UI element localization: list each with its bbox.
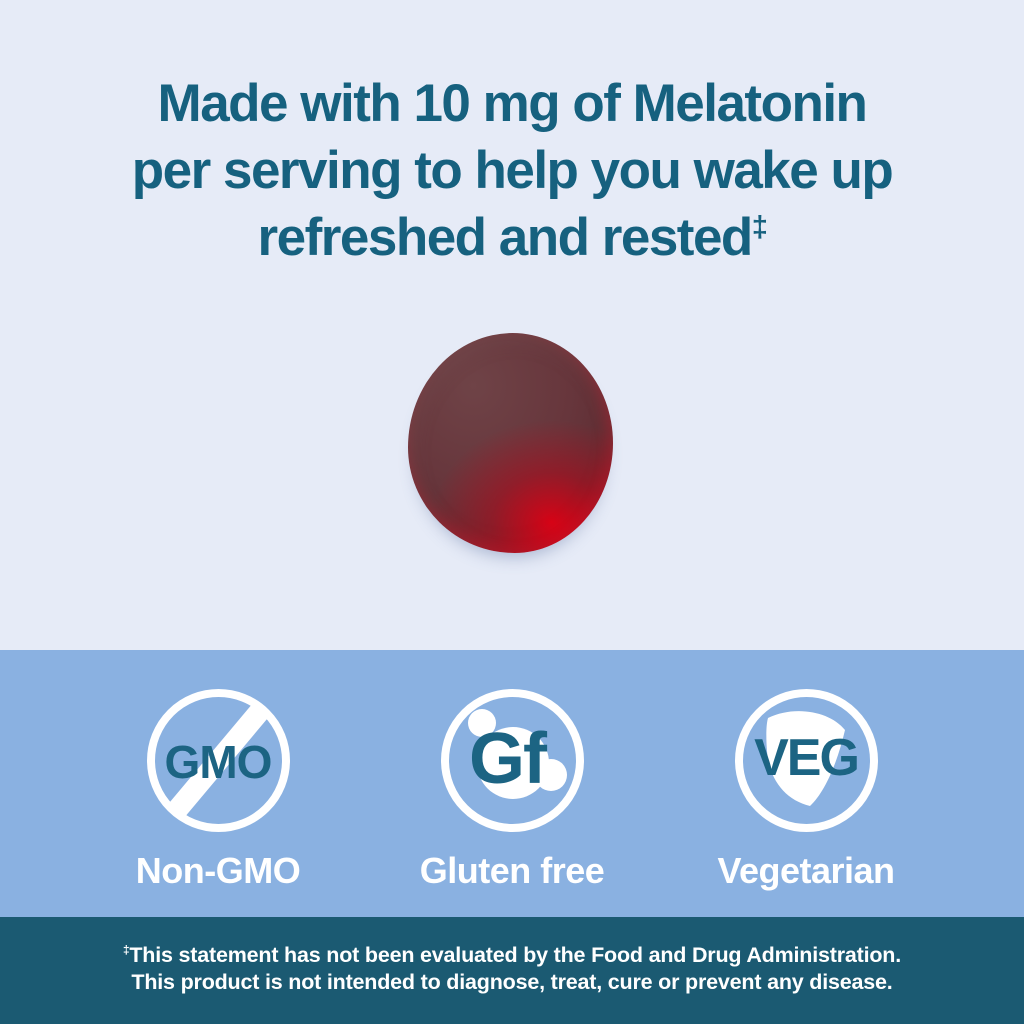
headline-line-3: refreshed and rested‡: [0, 204, 1024, 271]
disclaimer-line-1: ‡This statement has not been evaluated b…: [0, 942, 1024, 969]
headline-line-1: Made with 10 mg of Melatonin: [157, 74, 868, 133]
badge-caption-gluten-free: Gluten free: [419, 850, 605, 891]
disclaimer-line-1-text: This statement has not been evaluated by…: [129, 943, 901, 967]
gmo-crossed-circle-icon: GMO: [146, 688, 291, 833]
disclaimer-line-2: This product is not intended to diagnose…: [131, 969, 893, 994]
badge-caption-non-gmo: Non-GMO: [135, 850, 301, 891]
badges-section: GMO Non-GMO Gf Gluten free: [0, 650, 1024, 917]
badge-caption-vegetarian: Vegetarian: [717, 850, 895, 891]
badge-gluten-free: Gf Gluten free: [387, 688, 637, 917]
headline-line-3-text: refreshed and rested: [257, 208, 753, 267]
badge-vegetarian: VEG Vegetarian: [681, 688, 931, 917]
disclaimer-footnote-marker: ‡: [122, 942, 130, 957]
gluten-free-dough-icon: Gf: [440, 688, 585, 833]
badge-non-gmo: GMO Non-GMO: [93, 688, 343, 917]
headline-line-2: per serving to help you wake up: [131, 141, 894, 200]
red-gummy-image: [408, 333, 613, 553]
disclaimer-footer: ‡This statement has not been evaluated b…: [0, 917, 1024, 1024]
footnote-marker: ‡: [751, 211, 768, 244]
gf-icon-text: Gf: [469, 718, 547, 799]
veg-icon-text: VEG: [754, 728, 860, 787]
headline: Made with 10 mg of Melatonin per serving…: [0, 70, 1024, 271]
leaf-icon: VEG: [734, 688, 879, 833]
gmo-icon-text: GMO: [164, 735, 273, 788]
